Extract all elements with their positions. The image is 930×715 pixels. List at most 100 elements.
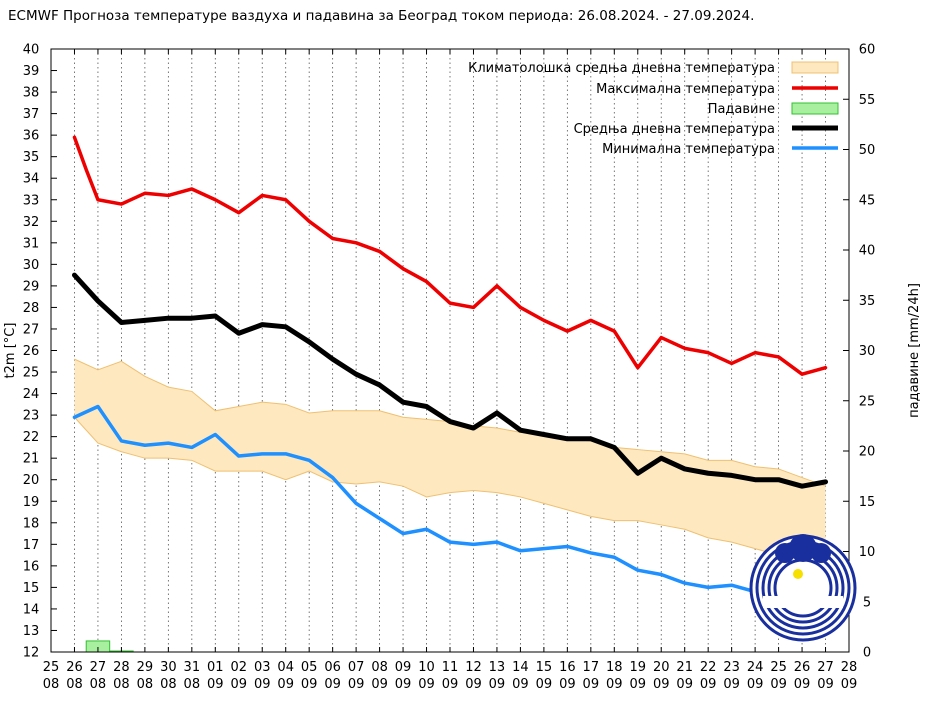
x-tick-label-month: 08 [43,677,60,692]
y2-tick-label: 25 [859,394,876,409]
x-tick-label-month: 08 [66,677,83,692]
x-tick-label-day: 04 [277,660,294,675]
x-tick-label-month: 08 [160,677,177,692]
x-tick-label-month: 09 [583,677,600,692]
x-tick-label-month: 09 [442,677,459,692]
y-tick-label: 35 [23,150,40,165]
x-tick-label-day: 22 [700,660,717,675]
x-tick-label-day: 23 [723,660,740,675]
y2-tick-label: 20 [859,445,876,460]
logo-cloud-part [789,534,817,562]
climatology-band [74,359,826,562]
logo-cloud-part [811,543,831,563]
x-tick-label-month: 09 [395,677,412,692]
legend-label-min: Минимална температура [602,142,775,157]
x-tick-label-month: 09 [629,677,646,692]
x-tick-label-day: 09 [395,660,412,675]
x-tick-label-day: 12 [465,660,482,675]
x-tick-label-day: 25 [43,660,60,675]
y-tick-label: 14 [23,602,40,617]
x-tick-label-day: 06 [324,660,341,675]
x-tick-label-day: 03 [254,660,271,675]
y-tick-label: 38 [23,86,40,101]
y-tick-label: 24 [23,387,40,402]
x-tick-label-month: 09 [301,677,318,692]
x-tick-label-month: 09 [277,677,294,692]
y2-tick-label: 50 [859,143,876,158]
grid-layer [74,49,826,652]
y2-tick-label: 0 [863,646,871,661]
y-tick-label: 32 [23,215,40,230]
x-tick-label-day: 17 [583,660,600,675]
y-tick-label: 27 [23,322,40,337]
y2-tick-label: 30 [859,344,876,359]
y-tick-label: 19 [23,495,40,510]
x-tick-label-day: 27 [90,660,107,675]
x-tick-label-month: 09 [418,677,435,692]
x-tick-label-day: 30 [160,660,177,675]
y-tick-label: 39 [23,64,40,79]
x-tick-label-day: 21 [676,660,693,675]
x-tick-label-month: 08 [90,677,107,692]
x-tick-label-month: 09 [512,677,529,692]
series-min-line [72,404,828,598]
x-tick-label-month: 09 [489,677,506,692]
legend-label-clim: Климатолошка средња дневна температура [468,61,775,76]
y-tick-label: 34 [23,172,40,187]
x-tick-label-day: 19 [629,660,646,675]
legend: Климатолошка средња дневна температура Ма… [468,61,839,157]
y-tick-label: 16 [23,559,40,574]
y-tick-label: 33 [23,193,40,208]
logo-cloud-part [775,543,795,563]
y-tick-label: 18 [23,516,40,531]
legend-swatch-precipitation [791,102,839,115]
x-tick-label-day: 10 [418,660,435,675]
x-tick-label-month: 09 [770,677,787,692]
x-tick-label-day: 28 [113,660,130,675]
climatology-lower-edge [74,416,826,563]
y-tick-label: 13 [23,624,40,639]
x-tick-label-day: 18 [606,660,623,675]
series-layer [71,135,829,598]
y-tick-label: 25 [23,366,40,381]
x-tick-label-month: 09 [207,677,224,692]
x-tick-label-month: 09 [230,677,247,692]
y2-tick-label: 40 [859,244,876,259]
y-tick-label: 36 [23,129,40,144]
y2-tick-label: 60 [859,43,876,58]
legend-label-mean: Средња дневна температура [574,122,775,137]
x-tick-label-day: 15 [536,660,553,675]
y-tick-label: 26 [23,344,40,359]
series-mean-line [71,272,829,489]
legend-label-max: Максимална температура [596,82,775,97]
x-tick-label-month: 08 [137,677,154,692]
x-tick-label-month: 09 [324,677,341,692]
y-tick-label: 20 [23,473,40,488]
x-tick-label-day: 13 [489,660,506,675]
y-tick-label: 28 [23,301,40,316]
y2-axis-label: падавине [mm/24h] [907,283,922,418]
x-tick-label-day: 24 [747,660,764,675]
x-tick-label-month: 09 [371,677,388,692]
y2-tick-label: 45 [859,193,876,208]
logo-band [763,596,843,608]
x-tick-label-month: 09 [254,677,271,692]
legend-swatch-climatology [791,61,839,74]
x-tick-label-month: 09 [653,677,670,692]
y-tick-label: 22 [23,430,40,445]
y-tick-label: 29 [23,279,40,294]
x-tick-label-day: 20 [653,660,670,675]
x-tick-label-day: 16 [559,660,576,675]
y-tick-label: 37 [23,107,40,122]
x-tick-label-month: 09 [700,677,717,692]
y-tick-label: 30 [23,258,40,273]
y2-tick-label: 5 [863,595,871,610]
x-tick-label-month: 09 [794,677,811,692]
x-tick-label-day: 26 [66,660,83,675]
x-tick-label-day: 31 [184,660,201,675]
logo-layer [749,534,857,642]
y2-tick-label: 15 [859,495,876,510]
x-tick-label-month: 09 [606,677,623,692]
x-tick-label-month: 09 [348,677,365,692]
